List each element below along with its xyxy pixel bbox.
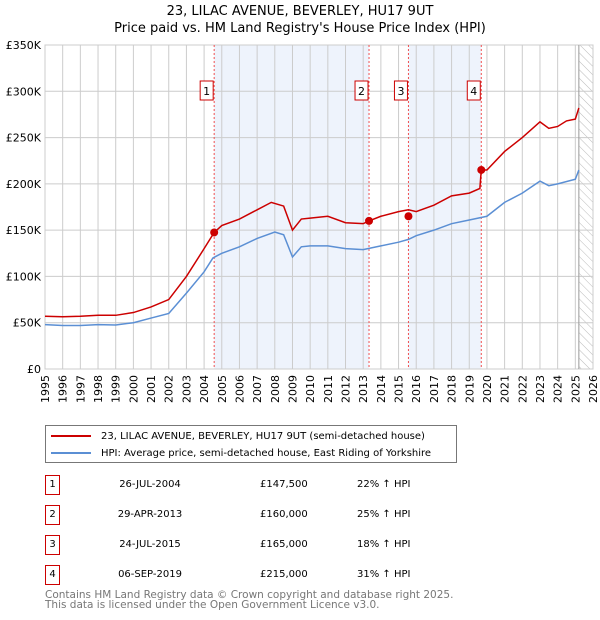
x-tick-label: 1996 xyxy=(57,375,70,403)
legend-property: 23, LILAC AVENUE, BEVERLEY, HU17 9UT (se… xyxy=(101,430,425,442)
sale-price: £165,000 xyxy=(260,539,308,550)
sale-hpi-diff: 18% ↑ HPI xyxy=(357,539,411,550)
footer: Contains HM Land Registry data © Crown c… xyxy=(45,589,454,611)
sale-price: £215,000 xyxy=(260,569,308,580)
x-tick-label: 2014 xyxy=(375,375,388,403)
x-tick-label: 2001 xyxy=(145,375,158,403)
y-tick-label: £300K xyxy=(6,85,42,98)
sale-number-label: 1 xyxy=(203,85,210,98)
sale-row: 4 06-SEP-2019 £215,000 31% ↑ HPI xyxy=(45,565,465,585)
x-tick-label: 1998 xyxy=(92,375,105,403)
sale-point xyxy=(404,212,413,221)
chart-subtitle: Price paid vs. HM Land Registry's House … xyxy=(114,21,486,36)
y-tick-label: £350K xyxy=(6,39,42,52)
x-tick-label: 2025 xyxy=(569,375,582,403)
sale-price: £147,500 xyxy=(260,479,308,490)
sale-number-box xyxy=(354,80,369,101)
x-tick-label: 2013 xyxy=(357,375,370,403)
x-tick-label: 2004 xyxy=(198,375,211,403)
x-tick-label: 2018 xyxy=(446,375,459,403)
footer-line-1: Contains HM Land Registry data © Crown c… xyxy=(45,589,454,601)
x-tick-label: 1999 xyxy=(110,375,123,403)
x-tick-label: 2020 xyxy=(481,375,494,403)
x-tick-label: 2023 xyxy=(534,375,547,403)
sale-number-box xyxy=(393,80,408,101)
legend: 23, LILAC AVENUE, BEVERLEY, HU17 9UT (se… xyxy=(45,425,457,463)
sale-number-box xyxy=(199,80,214,101)
sale-hpi-diff: 31% ↑ HPI xyxy=(357,569,411,580)
hpi-line xyxy=(44,169,580,327)
sale-number-label: 2 xyxy=(358,85,365,98)
sale-hpi-diff: 22% ↑ HPI xyxy=(357,479,411,490)
sale-row: 3 24-JUL-2015 £165,000 18% ↑ HPI xyxy=(45,535,465,555)
x-tick-label: 2017 xyxy=(428,375,441,403)
x-tick-label: 1995 xyxy=(39,375,52,403)
sale-row: 1 26-JUL-2004 £147,500 22% ↑ HPI xyxy=(45,475,465,495)
legend-hpi: HPI: Average price, semi-detached house,… xyxy=(101,447,432,459)
shaded-range xyxy=(214,45,370,369)
sale-number: 1 xyxy=(45,475,60,495)
sale-number-box xyxy=(466,80,481,101)
sale-point xyxy=(477,165,486,174)
x-tick-label: 2021 xyxy=(499,375,512,403)
x-tick-label: 2026 xyxy=(587,375,600,403)
sale-point xyxy=(210,228,219,237)
x-tick-label: 2012 xyxy=(340,375,353,403)
x-tick-label: 2008 xyxy=(269,375,282,403)
property-price-line xyxy=(44,107,580,318)
price-chart: 1995 1996 1997 1998 1999 2000 2001 2002 2003 2004… xyxy=(6,39,600,403)
sale-number: 2 xyxy=(45,505,60,525)
x-tick-label: 2011 xyxy=(322,375,335,403)
y-tick-label: £250K xyxy=(6,132,42,145)
footer-line-2: This data is licensed under the Open Gov… xyxy=(45,599,380,611)
sale-number: 4 xyxy=(45,565,60,585)
x-tick-label: 2016 xyxy=(410,375,423,403)
sale-number: 3 xyxy=(45,535,60,555)
x-tick-label: 2000 xyxy=(127,375,140,403)
x-tick-label: 2019 xyxy=(463,375,476,403)
x-tick-label: 1997 xyxy=(74,375,87,403)
x-tick-label: 2024 xyxy=(552,375,565,403)
x-tick-label: 2022 xyxy=(516,375,529,403)
y-tick-label: £150K xyxy=(6,224,42,237)
sale-date: 24-JUL-2015 xyxy=(119,539,181,550)
sale-row: 2 29-APR-2013 £160,000 25% ↑ HPI xyxy=(45,505,465,525)
sale-number-label: 4 xyxy=(470,85,477,98)
forecast-hatch xyxy=(578,45,593,369)
sale-price: £160,000 xyxy=(260,509,308,520)
sale-hpi-diff: 25% ↑ HPI xyxy=(357,509,411,520)
chart-title: 23, LILAC AVENUE, BEVERLEY, HU17 9UT xyxy=(166,4,434,19)
legend-red-line xyxy=(51,435,91,437)
x-tick-label: 2009 xyxy=(286,375,299,403)
sale-date: 06-SEP-2019 xyxy=(118,569,182,580)
x-tick-label: 2003 xyxy=(180,375,193,403)
sale-point xyxy=(365,216,374,225)
y-tick-label: £50K xyxy=(13,317,42,330)
legend-blue-line xyxy=(51,452,91,454)
plot-frame xyxy=(44,44,594,370)
x-tick-label: 2015 xyxy=(393,375,406,403)
y-tick-label: £100K xyxy=(6,270,42,283)
x-tick-label: 2006 xyxy=(233,375,246,403)
sale-date: 26-JUL-2004 xyxy=(119,479,181,490)
x-tick-label: 2007 xyxy=(251,375,264,403)
y-tick-label: £200K xyxy=(6,178,42,191)
y-tick-label: £0 xyxy=(27,363,41,376)
x-tick-label: 2002 xyxy=(163,375,176,403)
sale-date: 29-APR-2013 xyxy=(117,509,183,520)
x-tick-label: 2005 xyxy=(216,375,229,403)
x-tick-label: 2010 xyxy=(304,375,317,403)
sale-number-label: 3 xyxy=(397,85,404,98)
